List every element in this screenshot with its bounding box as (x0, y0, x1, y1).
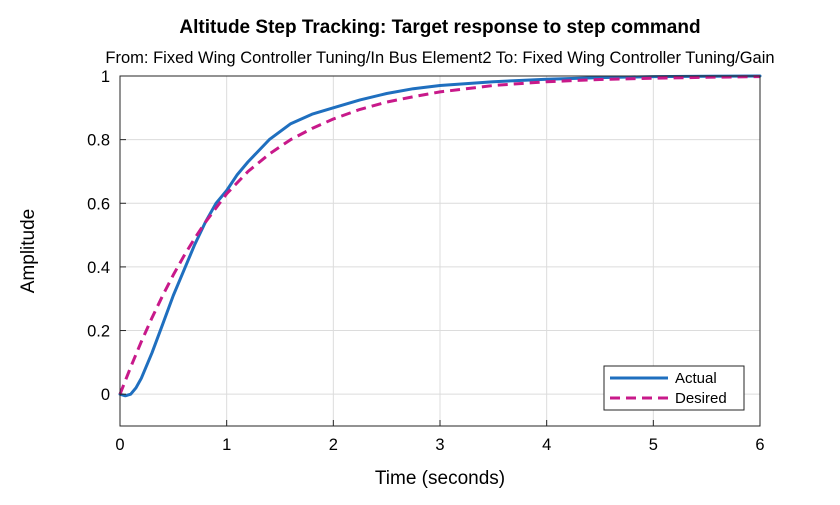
x-tick-label: 4 (542, 436, 551, 454)
y-tick-label: 0.2 (87, 323, 110, 341)
y-tick-label: 1 (101, 68, 110, 86)
series-line-desired (118, 75, 761, 395)
series-line-actual (118, 74, 762, 398)
x-tick-label: 5 (649, 436, 658, 454)
chart-subtitle: From: Fixed Wing Controller Tuning/In Bu… (105, 49, 774, 67)
y-tick-label: 0 (101, 386, 110, 404)
legend: Actual Desired (603, 365, 745, 411)
legend-label-actual: Actual (675, 370, 717, 387)
x-axis-label: Time (seconds) (375, 468, 505, 489)
x-tick-label: 1 (222, 436, 231, 454)
x-tick-label: 3 (435, 436, 444, 454)
x-tick-label: 2 (329, 436, 338, 454)
y-tick-label: 0.6 (87, 195, 110, 213)
x-tick-label: 0 (115, 436, 124, 454)
chart-title: Altitude Step Tracking: Target response … (179, 17, 700, 38)
series-layer (118, 74, 762, 398)
y-axis-label: Amplitude (18, 209, 39, 294)
y-tick-label: 0.4 (87, 259, 110, 277)
x-axis-ticks: 0 1 2 3 4 5 6 (115, 420, 765, 454)
legend-box (603, 365, 745, 411)
x-tick-label: 6 (755, 436, 764, 454)
y-tick-label: 0.8 (87, 132, 110, 150)
legend-label-desired: Desired (675, 390, 727, 407)
y-axis-ticks: 0 0.2 0.4 0.6 0.8 1 (87, 68, 126, 404)
